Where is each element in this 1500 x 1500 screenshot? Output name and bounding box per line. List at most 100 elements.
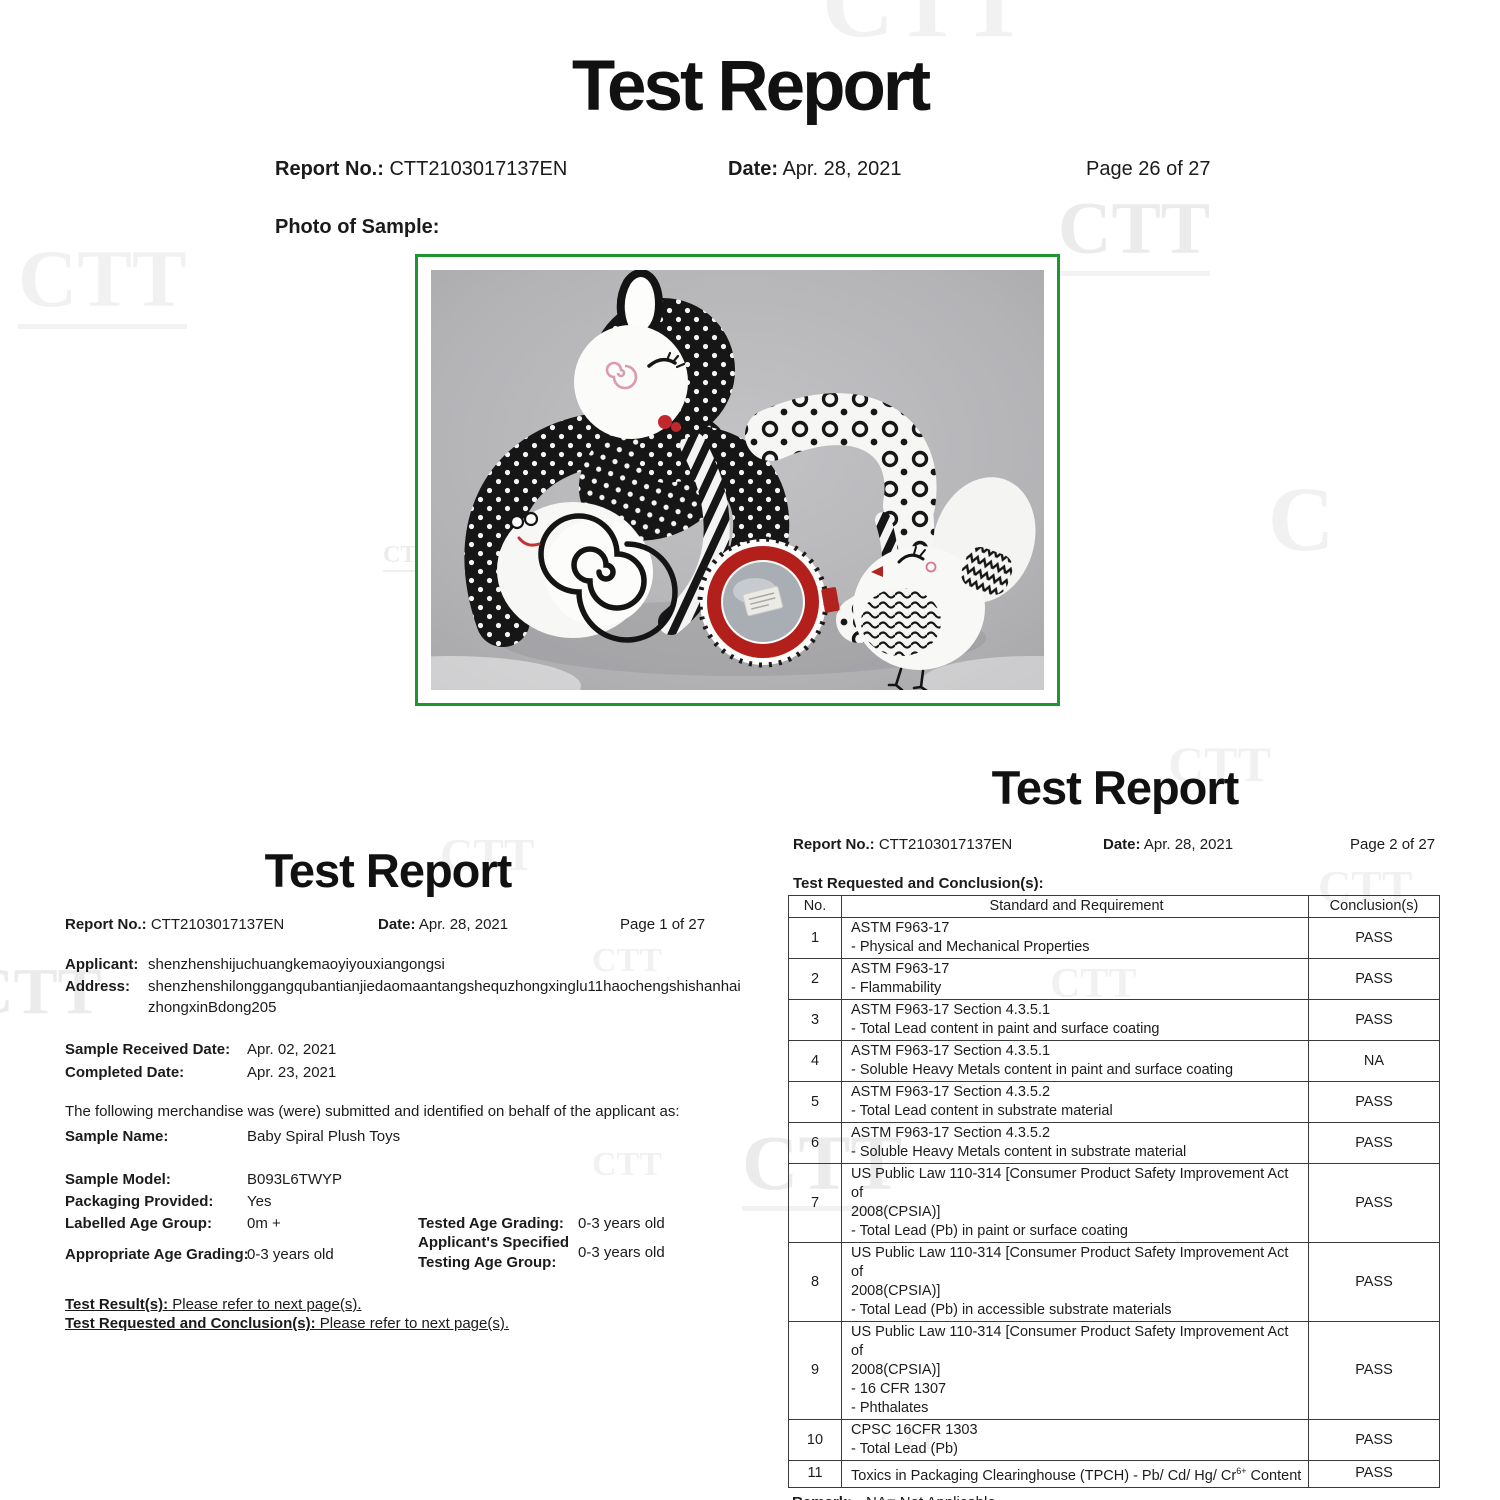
- ctt-watermark: CTT: [592, 1146, 662, 1183]
- conclusions-table-wrap: No. Standard and Requirement Conclusion(…: [788, 895, 1440, 1500]
- test-requested-label: Test Requested and Conclusion(s):: [65, 1315, 316, 1332]
- row-conclusion: PASS: [1308, 1460, 1440, 1488]
- standard-line: - Flammability: [851, 980, 942, 996]
- row-standard: ASTM F963-17 - Physical and Mechanical P…: [841, 917, 1309, 959]
- table-row: 7 US Public Law 110-314 [Consumer Produc…: [788, 1163, 1440, 1243]
- page-title: Test Report: [571, 47, 931, 126]
- ctt-watermark: CTT: [592, 942, 662, 979]
- tested-age-grading-value: 0-3 years old: [578, 1215, 665, 1232]
- standard-line: - Soluble Heavy Metals content in paint …: [851, 1062, 1234, 1078]
- row-conclusion: PASS: [1308, 1242, 1440, 1322]
- row-no: 9: [788, 1321, 842, 1420]
- standard-line: ASTM F963-17 Section 4.3.5.1: [851, 1002, 1051, 1018]
- table-row: 6 ASTM F963-17 Section 4.3.5.2 - Soluble…: [788, 1122, 1440, 1164]
- standard-line: Toxics in Packaging Clearinghouse (TPCH)…: [851, 1462, 1302, 1486]
- row-standard: ASTM F963-17 - Flammability: [841, 958, 1309, 1000]
- tested-age-grading-label: Tested Age Grading:: [418, 1215, 564, 1232]
- page-title: Test Report: [991, 761, 1240, 814]
- date-label: Date:: [728, 158, 779, 180]
- standard-line: ASTM F963-17 Section 4.3.5.2: [851, 1084, 1051, 1100]
- address-label: Address:: [65, 978, 131, 995]
- table-row: 11 Toxics in Packaging Clearinghouse (TP…: [788, 1460, 1440, 1488]
- standard-line: 2008(CPSIA)]: [851, 1283, 941, 1299]
- standard-line: ASTM F963-17 Section 4.3.5.1: [851, 1043, 1051, 1059]
- merchandise-note: The following merchandise was (were) sub…: [65, 1103, 680, 1120]
- applicant-specified-value: 0-3 years old: [578, 1244, 665, 1261]
- row-standard: ASTM F963-17 Section 4.3.5.2 - Total Lea…: [841, 1081, 1309, 1123]
- row-standard: US Public Law 110-314 [Consumer Product …: [841, 1321, 1309, 1420]
- labelled-age-group-value: 0m +: [247, 1215, 281, 1232]
- test-results-label: Test Result(s):: [65, 1296, 169, 1313]
- standard-line: ASTM F963-17: [851, 961, 950, 977]
- row-standard: US Public Law 110-314 [Consumer Product …: [841, 1242, 1309, 1322]
- date-value: Apr. 28, 2021: [1143, 836, 1234, 853]
- ctt-watermark: CTT: [1058, 192, 1211, 276]
- sample-model-value: B093L6TWYP: [247, 1171, 343, 1188]
- row-conclusion: PASS: [1308, 917, 1440, 959]
- appropriate-age-grading-value: 0-3 years old: [247, 1246, 334, 1263]
- sample-model-label: Sample Model:: [65, 1171, 171, 1188]
- standard-line: - Total Lead (Pb): [851, 1441, 958, 1457]
- sample-name-label: Sample Name:: [65, 1128, 169, 1145]
- table-row: 3 ASTM F963-17 Section 4.3.5.1 - Total L…: [788, 999, 1440, 1041]
- date-label: Date:: [378, 916, 416, 933]
- applicant-value: shenzhenshijuchuangkemaoyiyouxiangongsi: [148, 956, 445, 973]
- page-title: Test Report: [264, 844, 513, 897]
- test-results-text: Please refer to next page(s).: [168, 1296, 362, 1313]
- standard-text: Content: [1250, 1467, 1302, 1484]
- report-no: Report No.: CTT2103017137EN: [65, 916, 284, 933]
- completed-date-label: Completed Date:: [65, 1064, 185, 1081]
- table-row: 2 ASTM F963-17 - Flammability PASS: [788, 958, 1440, 1000]
- row-standard: Toxics in Packaging Clearinghouse (TPCH)…: [841, 1460, 1309, 1488]
- row-conclusion: PASS: [1308, 1321, 1440, 1420]
- report-no-value: CTT2103017137EN: [389, 158, 568, 180]
- row-no: 11: [788, 1460, 842, 1488]
- row-standard: ASTM F963-17 Section 4.3.5.2 - Soluble H…: [841, 1122, 1309, 1164]
- applicant-specified-label-line2: Testing Age Group:: [418, 1254, 557, 1271]
- standard-line: CPSC 16CFR 1303: [851, 1422, 978, 1438]
- standard-line: - Physical and Mechanical Properties: [851, 939, 1090, 955]
- date-label: Date:: [1103, 836, 1141, 853]
- standard-line: 2008(CPSIA)]: [851, 1204, 941, 1220]
- standard-line: US Public Law 110-314 [Consumer Product …: [851, 1245, 1289, 1280]
- test-requested-text: Please refer to next page(s).: [315, 1315, 510, 1332]
- remark-text: NA= Not Applicable.: [866, 1494, 1000, 1500]
- completed-date-value: Apr. 23, 2021: [247, 1064, 337, 1081]
- superscript: 6+: [1236, 1466, 1247, 1476]
- row-no: 10: [788, 1419, 842, 1461]
- test-requested-note: Test Requested and Conclusion(s): Please…: [65, 1315, 509, 1332]
- report-no: Report No.: CTT2103017137EN: [275, 158, 567, 181]
- row-no: 3: [788, 999, 842, 1041]
- row-no: 2: [788, 958, 842, 1000]
- applicant-specified-label-line1: Applicant's Specified: [418, 1234, 570, 1251]
- ctt-watermark: CTT: [18, 238, 187, 329]
- applicant-label: Applicant:: [65, 956, 139, 973]
- report-no: Report No.: CTT2103017137EN: [793, 836, 1012, 853]
- report-date: Date: Apr. 28, 2021: [378, 916, 508, 933]
- address-value-line1: shenzhenshilonggangqubantianjiedaomaanta…: [148, 978, 741, 995]
- date-value: Apr. 28, 2021: [418, 916, 509, 933]
- standard-line: - Total Lead (Pb) in accessible substrat…: [851, 1302, 1172, 1318]
- sample-photo-image: [431, 270, 1044, 690]
- standard-text: Toxics in Packaging Clearinghouse (TPCH)…: [851, 1467, 1237, 1484]
- standard-line: - Total Lead (Pb) in paint or surface co…: [851, 1223, 1129, 1239]
- row-no: 4: [788, 1040, 842, 1082]
- standard-line: - Soluble Heavy Metals content in substr…: [851, 1144, 1187, 1160]
- standard-line: US Public Law 110-314 [Consumer Product …: [851, 1324, 1289, 1359]
- standard-line: - Phthalates: [851, 1400, 929, 1416]
- row-standard: ASTM F963-17 Section 4.3.5.1 - Soluble H…: [841, 1040, 1309, 1082]
- row-conclusion: PASS: [1308, 1419, 1440, 1461]
- sample-name-value: Baby Spiral Plush Toys: [247, 1128, 401, 1145]
- table-header-row: No. Standard and Requirement Conclusion(…: [788, 895, 1440, 918]
- table-row: 5 ASTM F963-17 Section 4.3.5.2 - Total L…: [788, 1081, 1440, 1123]
- header-no: No.: [788, 895, 842, 918]
- standard-line: - 16 CFR 1307: [851, 1381, 947, 1397]
- table-row: 1 ASTM F963-17 - Physical and Mechanical…: [788, 917, 1440, 959]
- conclusions-heading: Test Requested and Conclusion(s):: [793, 875, 1044, 892]
- table-row: 8 US Public Law 110-314 [Consumer Produc…: [788, 1242, 1440, 1322]
- row-conclusion: PASS: [1308, 999, 1440, 1041]
- photo-of-sample-label: Photo of Sample:: [275, 216, 440, 238]
- page-number: Page 1 of 27: [620, 916, 706, 933]
- conclusions-table: No. Standard and Requirement Conclusion(…: [788, 895, 1440, 1488]
